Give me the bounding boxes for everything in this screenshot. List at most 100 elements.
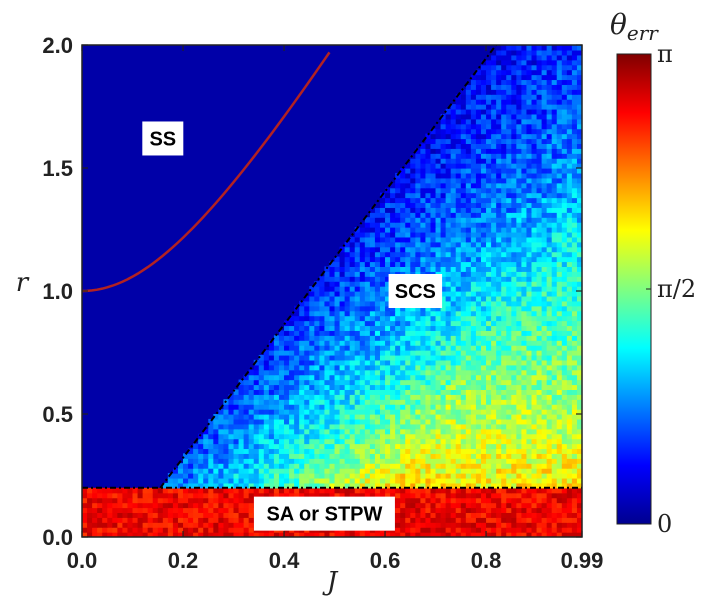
heatmap-cell: [379, 330, 386, 336]
heatmap-cell: [425, 374, 432, 381]
heatmap-cell: [420, 428, 427, 435]
heatmap-cell: [243, 492, 250, 499]
heatmap-cell: [486, 438, 492, 445]
heatmap-cell: [420, 477, 427, 484]
heatmap-cell: [395, 399, 401, 405]
heatmap-cell: [430, 418, 437, 425]
heatmap-cell: [531, 261, 538, 267]
heatmap-cell: [395, 414, 401, 420]
heatmap-cell: [531, 477, 538, 484]
heatmap-cell: [177, 468, 184, 474]
heatmap-cell: [359, 473, 366, 479]
heatmap-cell: [289, 389, 295, 395]
heatmap-cell: [415, 409, 421, 415]
heatmap-cell: [521, 286, 528, 292]
heatmap-cell: [496, 241, 502, 248]
heatmap-cell: [551, 325, 558, 331]
heatmap-cell: [425, 251, 432, 258]
heatmap-cell: [354, 414, 361, 420]
heatmap-cell: [415, 492, 421, 499]
heatmap-cell: [536, 527, 543, 533]
heatmap-cell: [536, 197, 543, 204]
heatmap-cell: [364, 477, 371, 484]
heatmap-cell: [475, 310, 482, 317]
heatmap-cell: [374, 414, 381, 420]
heatmap-cell: [496, 389, 502, 395]
heatmap-cell: [309, 468, 315, 474]
heatmap-cell: [455, 251, 462, 258]
heatmap-cell: [147, 497, 154, 504]
heatmap-cell: [450, 310, 457, 317]
heatmap-cell: [400, 502, 406, 509]
heatmap-cell: [369, 320, 376, 327]
heatmap-cell: [440, 207, 447, 213]
heatmap-cell: [379, 443, 386, 450]
heatmap-cell: [470, 517, 477, 523]
heatmap-cell: [465, 404, 472, 410]
heatmap-cell: [253, 443, 260, 450]
heatmap-cell: [496, 399, 502, 405]
heatmap-cell: [390, 404, 396, 410]
heatmap-cell: [400, 433, 406, 440]
heatmap-cell: [541, 399, 548, 405]
heatmap-cell: [460, 359, 467, 366]
heatmap-cell: [496, 251, 502, 258]
heatmap-cell: [566, 359, 573, 366]
heatmap-cell: [516, 325, 522, 331]
heatmap-cell: [556, 177, 563, 184]
heatmap-cell: [501, 527, 507, 533]
heatmap-cell: [385, 212, 391, 218]
heatmap-cell: [268, 438, 275, 445]
heatmap-cell: [541, 414, 548, 420]
heatmap-cell: [339, 409, 346, 415]
heatmap-cell: [349, 379, 356, 386]
heatmap-cell: [334, 310, 341, 317]
heatmap-cell: [546, 492, 553, 499]
heatmap-cell: [395, 438, 401, 445]
heatmap-cell: [470, 507, 477, 513]
heatmap-cell: [238, 468, 245, 474]
heatmap-cell: [566, 433, 573, 440]
heatmap-cell: [339, 423, 346, 430]
heatmap-cell: [440, 433, 447, 440]
heatmap-cell: [369, 468, 376, 474]
heatmap-cell: [334, 379, 341, 386]
heatmap-cell: [516, 345, 522, 351]
heatmap-cell: [561, 369, 568, 376]
heatmap-cell: [228, 423, 235, 430]
heatmap-cell: [278, 463, 285, 469]
heatmap-cell: [576, 384, 582, 390]
heatmap-cell: [304, 364, 310, 371]
heatmap-cell: [576, 492, 582, 499]
heatmap-cell: [546, 168, 553, 174]
heatmap-cell: [566, 148, 573, 154]
heatmap-cell: [526, 379, 533, 386]
heatmap-cell: [415, 202, 421, 208]
heatmap-cell: [400, 182, 406, 189]
heatmap-cell: [198, 497, 204, 504]
heatmap-cell: [460, 354, 467, 361]
heatmap-cell: [576, 379, 582, 386]
heatmap-cell: [511, 320, 517, 327]
heatmap-cell: [188, 473, 194, 479]
heatmap-cell: [385, 438, 391, 445]
heatmap-cell: [127, 532, 134, 537]
heatmap-cell: [238, 517, 245, 523]
heatmap-cell: [258, 399, 265, 405]
heatmap-cell: [415, 359, 421, 366]
heatmap-cell: [374, 487, 381, 494]
heatmap-cell: [329, 463, 336, 469]
heatmap-cell: [511, 497, 517, 504]
heatmap-cell: [556, 300, 563, 307]
heatmap-cell: [304, 320, 310, 327]
heatmap-cell: [541, 374, 548, 381]
heatmap-cell: [324, 418, 331, 425]
heatmap-cell: [435, 231, 442, 238]
heatmap-cell: [491, 261, 497, 267]
heatmap-cell: [359, 295, 366, 302]
heatmap-cell: [496, 522, 502, 528]
heatmap-cell: [218, 418, 225, 425]
heatmap-cell: [92, 497, 98, 504]
heatmap-cell: [536, 492, 543, 499]
heatmap-cell: [400, 458, 406, 464]
